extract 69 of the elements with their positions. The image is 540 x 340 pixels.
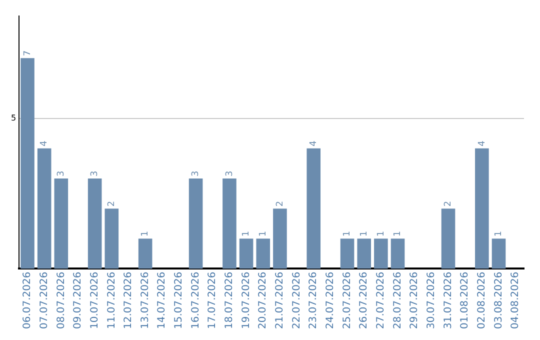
x-tick-label: 27.07.2026 [376,272,387,330]
data-label: 3 [224,170,235,176]
bar [492,238,506,269]
data-label: 2 [275,200,286,207]
data-label: 4 [308,140,319,146]
x-tick-label: 20.07.2026 [258,272,269,330]
data-label: 2 [444,200,454,207]
x-tick-label: 14.07.2026 [156,272,168,330]
data-label: 1 [258,230,268,237]
y-tick-label: 5 [10,113,16,122]
bar [104,208,119,269]
x-tick-label: 04.08.2026 [510,272,522,330]
x-tick-label: 19.07.2026 [240,272,252,330]
x-tick-label: 02.08.2026 [476,272,488,330]
x-tick-label: 31.07.2026 [442,272,454,330]
bar [306,148,321,269]
bar [239,238,254,269]
data-label: 4 [40,140,50,146]
x-tick-label: 30.07.2026 [426,272,438,330]
data-label: 4 [477,140,488,146]
bar [357,238,372,269]
data-label: 1 [376,230,386,237]
bar [222,178,236,269]
data-label: 3 [56,170,67,176]
bar [256,238,270,269]
bar [20,58,34,269]
data-label: 3 [191,170,202,176]
x-tick-label: 25.07.2026 [342,272,353,330]
x-tick-label: 01.08.2026 [460,272,471,330]
bar [88,178,102,269]
bar [441,208,456,269]
x-tick-label: 09.07.2026 [72,272,84,330]
x-tick-label: 16.07.2026 [190,272,202,330]
x-tick-label: 18.07.2026 [224,272,236,330]
bar [273,208,287,269]
x-tick-label: 11.07.2026 [106,272,118,330]
data-label: 1 [393,230,404,237]
bar [54,178,68,269]
x-tick-label: 29.07.2026 [409,272,420,330]
x-tick-label: 13.07.2026 [140,272,151,330]
data-label: 1 [494,230,504,237]
x-tick-label: 22.07.2026 [291,272,302,330]
bar [37,148,52,269]
x-tick-label: 08.07.2026 [56,272,67,330]
x-tick-label: 12.07.2026 [123,272,134,330]
data-label: 1 [359,230,370,237]
x-tick-label: 28.07.2026 [392,272,404,330]
bar [138,238,152,269]
data-label: 1 [342,230,353,237]
bar [188,178,203,269]
data-label: 2 [107,200,117,207]
bar [374,238,388,269]
x-tick-label: 06.07.2026 [22,272,34,330]
bar [475,148,489,269]
x-tick-label: 23.07.2026 [308,272,320,330]
x-tick-label: 10.07.2026 [89,272,100,330]
data-label: 7 [22,50,33,56]
bar [390,238,405,269]
data-label: 3 [90,170,100,176]
data-label: 1 [242,230,252,237]
x-tick-label: 07.07.2026 [38,272,50,330]
x-tick-label: 03.08.2026 [493,272,504,330]
x-tick-label: 17.07.2026 [207,272,218,330]
bar [340,238,354,269]
x-tick-label: 21.07.2026 [274,272,286,330]
x-tick-label: 15.07.2026 [174,272,185,330]
data-label: 1 [140,230,151,237]
x-tick-label: 26.07.2026 [358,272,370,330]
x-tick-label: 24.07.2026 [325,272,336,330]
